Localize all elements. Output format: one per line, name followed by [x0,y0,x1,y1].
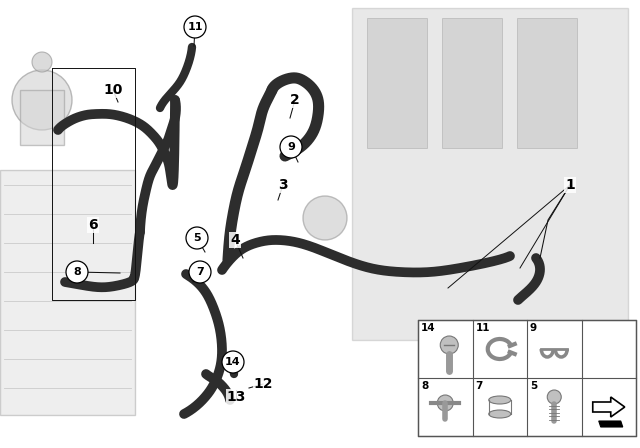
Text: 5: 5 [530,381,537,391]
Circle shape [12,70,72,130]
Circle shape [303,196,347,240]
Bar [20,90,64,145]
Text: 5: 5 [193,233,201,243]
Ellipse shape [489,396,511,404]
Circle shape [189,261,211,283]
Bar [442,18,502,148]
Text: 7: 7 [476,381,483,391]
Bar [418,320,636,436]
Bar [367,18,427,148]
Circle shape [437,395,453,411]
Polygon shape [599,421,623,427]
Bar [0,170,135,415]
Text: 1: 1 [565,178,575,192]
Bar [517,18,577,148]
Text: 14: 14 [421,323,436,333]
Circle shape [547,390,561,404]
Circle shape [186,227,208,249]
Circle shape [32,52,52,72]
Text: 7: 7 [196,267,204,277]
Text: 10: 10 [103,83,123,97]
Bar [352,8,628,340]
Text: 3: 3 [278,178,288,192]
Text: 2: 2 [290,93,300,107]
Text: 11: 11 [188,22,203,32]
Circle shape [440,336,458,354]
Text: 13: 13 [227,390,246,404]
Text: 4: 4 [230,233,240,247]
Circle shape [280,136,302,158]
Text: 8: 8 [73,267,81,277]
Text: 8: 8 [421,381,428,391]
Text: 14: 14 [225,357,241,367]
Text: 9: 9 [287,142,295,152]
Text: 9: 9 [530,323,537,333]
Circle shape [222,351,244,373]
Circle shape [184,16,206,38]
Polygon shape [593,397,625,417]
Text: 12: 12 [253,377,273,391]
Text: 6: 6 [88,218,98,232]
Circle shape [66,261,88,283]
Ellipse shape [489,410,511,418]
Text: 11: 11 [476,323,490,333]
